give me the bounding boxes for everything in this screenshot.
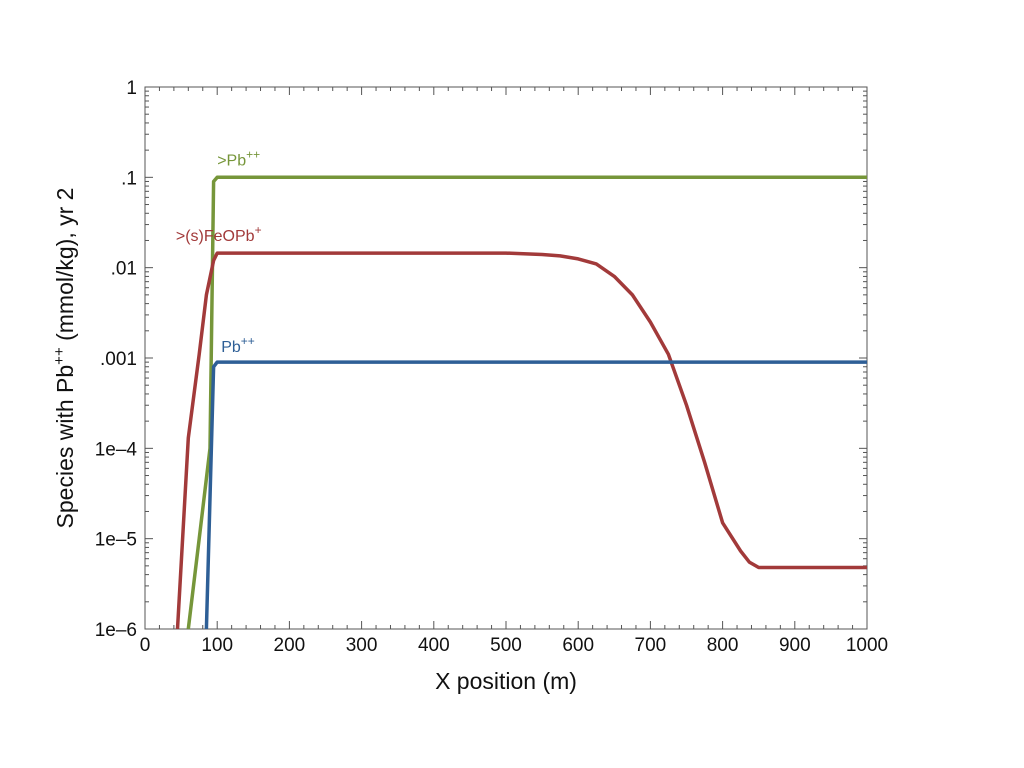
series-label-name: Pb bbox=[221, 339, 241, 356]
y-tick-label: 1e–6 bbox=[95, 620, 137, 641]
axis-ticks: 0 100 200 300 400 500 600 700 800 900 1000 1 .1 .01 .0… bbox=[95, 78, 888, 656]
x-tick-label: 600 bbox=[562, 635, 594, 656]
x-tick-label: 1000 bbox=[846, 635, 888, 656]
x-tick-label: 100 bbox=[201, 635, 233, 656]
series-label-superscript: ++ bbox=[246, 147, 260, 161]
series-line bbox=[204, 360, 867, 629]
x-tick-label: 500 bbox=[490, 635, 522, 656]
x-tick-label: 700 bbox=[635, 635, 667, 656]
series-label-name: >Pb bbox=[217, 152, 246, 169]
x-tick-label: 900 bbox=[779, 635, 811, 656]
y-tick-label: 1e–4 bbox=[95, 439, 138, 460]
y-axis-title: Species with Pb++ (mmol/kg), yr 2 bbox=[51, 188, 78, 529]
y-tick-label: 1e–5 bbox=[95, 530, 137, 551]
series-label: >Pb++ bbox=[217, 147, 260, 169]
series-labels: >Pb++>(s)FeOPb+Pb++ bbox=[176, 147, 262, 356]
series-label: Pb++ bbox=[221, 334, 255, 356]
x-tick-label: 200 bbox=[274, 635, 306, 656]
x-axis-title: X position (m) bbox=[435, 668, 577, 694]
y-tick-label: 1 bbox=[126, 78, 137, 99]
x-tick-label: 400 bbox=[418, 635, 450, 656]
x-tick-label: 0 bbox=[140, 635, 151, 656]
y-tick-label: .01 bbox=[111, 259, 137, 280]
x-tick-label: 800 bbox=[707, 635, 739, 656]
series-lines bbox=[175, 175, 867, 629]
y-axis-title-suffix: (mmol/kg), yr 2 bbox=[52, 188, 78, 348]
series-label-name: >(s)FeOPb bbox=[176, 228, 255, 245]
x-tick-label: 300 bbox=[346, 635, 378, 656]
plot-area bbox=[144, 86, 868, 630]
series-line bbox=[175, 251, 867, 629]
series-label-superscript: + bbox=[255, 223, 262, 237]
y-tick-label: .001 bbox=[100, 349, 137, 370]
y-axis-title-superscript: ++ bbox=[51, 347, 68, 365]
series-label: >(s)FeOPb+ bbox=[176, 223, 262, 245]
series-label-superscript: ++ bbox=[241, 334, 255, 348]
y-axis-title-prefix: Species with Pb bbox=[52, 365, 78, 529]
y-tick-label: .1 bbox=[121, 168, 137, 189]
series-line bbox=[186, 175, 867, 629]
